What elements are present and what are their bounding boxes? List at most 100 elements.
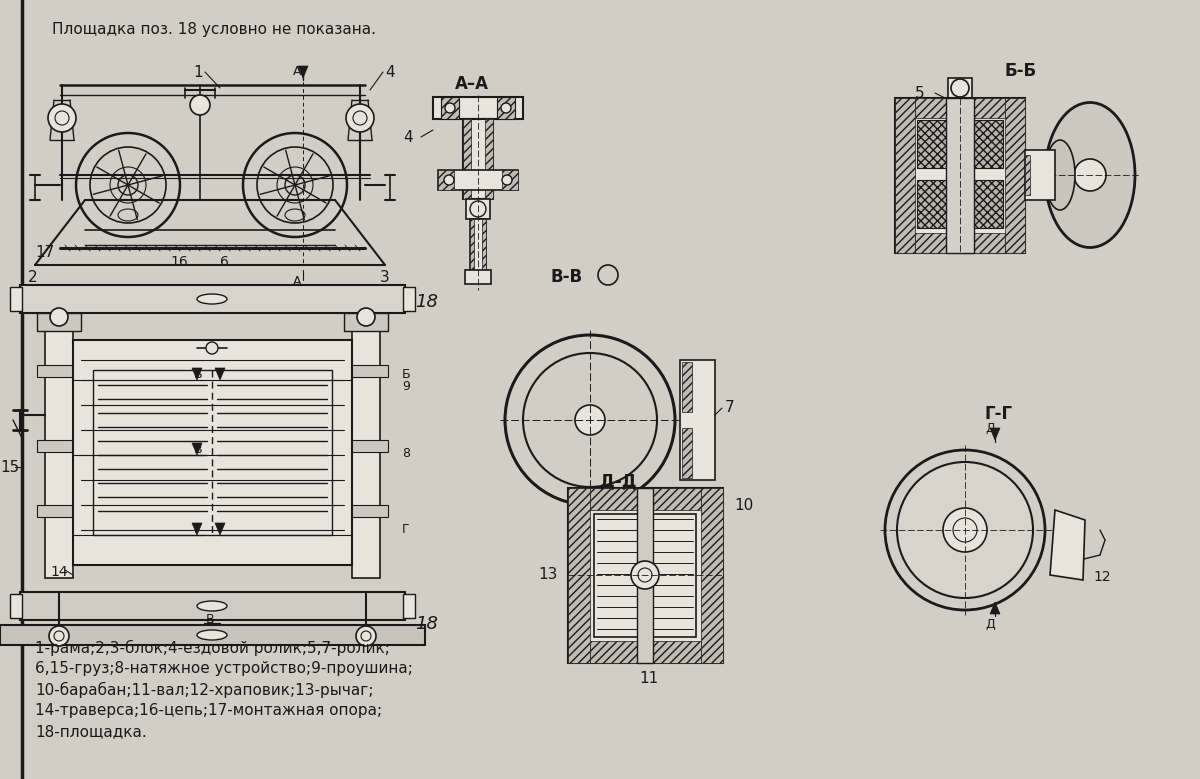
Polygon shape	[192, 368, 202, 380]
Bar	[682, 428, 692, 478]
Circle shape	[898, 462, 1033, 598]
Bar	[682, 362, 692, 412]
Text: Б: Б	[194, 368, 203, 381]
Bar	[1006, 98, 1025, 253]
Bar	[916, 233, 1006, 253]
Bar	[344, 365, 388, 377]
Text: 12: 12	[1093, 570, 1111, 584]
Bar	[502, 170, 518, 190]
Circle shape	[502, 103, 511, 113]
Bar	[895, 98, 1025, 253]
Text: Б: Б	[402, 368, 410, 381]
Text: 6: 6	[220, 255, 229, 269]
Bar	[37, 313, 82, 331]
Text: Г-Г: Г-Г	[985, 405, 1013, 423]
Text: 3: 3	[380, 270, 390, 285]
Bar	[917, 180, 955, 228]
Polygon shape	[1050, 510, 1085, 580]
Text: 9: 9	[402, 380, 410, 393]
Text: Д: Д	[985, 422, 995, 435]
Bar	[46, 313, 73, 578]
Bar	[37, 440, 82, 452]
Bar	[701, 488, 722, 663]
Bar	[637, 488, 653, 663]
Text: 11: 11	[640, 671, 659, 686]
Text: 8: 8	[402, 447, 410, 460]
Circle shape	[1074, 159, 1106, 191]
Bar	[497, 97, 515, 119]
Bar	[470, 219, 486, 274]
Polygon shape	[990, 428, 1000, 440]
Text: 4: 4	[403, 130, 413, 145]
Bar	[466, 270, 491, 284]
Bar	[965, 120, 1003, 168]
Text: В: В	[206, 613, 215, 626]
Bar	[20, 592, 406, 620]
Bar	[0, 625, 425, 645]
Bar	[438, 170, 454, 190]
Text: В-В: В-В	[550, 268, 582, 286]
Bar	[463, 119, 493, 199]
Polygon shape	[298, 66, 308, 78]
Bar	[10, 287, 22, 311]
Bar	[344, 313, 388, 331]
Circle shape	[631, 561, 659, 589]
Text: А–А: А–А	[455, 75, 490, 93]
Text: 14: 14	[50, 565, 67, 579]
Text: Д-Д: Д-Д	[600, 472, 637, 490]
Text: 1: 1	[193, 65, 203, 80]
Circle shape	[445, 103, 455, 113]
Bar	[463, 119, 470, 199]
Text: 10: 10	[734, 498, 754, 513]
Bar	[442, 97, 458, 119]
Ellipse shape	[197, 601, 227, 611]
Bar	[37, 505, 82, 517]
Polygon shape	[215, 523, 226, 535]
Text: 5: 5	[916, 86, 925, 101]
Circle shape	[575, 405, 605, 435]
Text: 18: 18	[415, 615, 438, 633]
Text: 14-траверса;16-цепь;17-монтажная опора;: 14-траверса;16-цепь;17-монтажная опора;	[35, 703, 382, 718]
Bar	[344, 505, 388, 517]
Circle shape	[206, 342, 218, 354]
Ellipse shape	[1045, 103, 1135, 248]
Text: 4: 4	[385, 65, 395, 80]
Polygon shape	[215, 368, 226, 380]
Bar	[438, 170, 518, 190]
Bar	[1025, 150, 1055, 200]
Text: 18: 18	[415, 293, 438, 311]
Circle shape	[190, 95, 210, 115]
Circle shape	[952, 79, 970, 97]
Bar	[344, 440, 388, 452]
Ellipse shape	[197, 294, 227, 304]
Text: Г: Г	[402, 523, 409, 536]
Polygon shape	[192, 523, 202, 535]
Text: 16: 16	[170, 255, 187, 269]
Bar	[590, 488, 701, 510]
Bar	[433, 97, 523, 119]
Bar	[10, 594, 22, 618]
Circle shape	[356, 626, 376, 646]
Text: 1-рама;2,3-блок;4-ездовой ролик;5,7-ролик;: 1-рама;2,3-блок;4-ездовой ролик;5,7-роли…	[35, 640, 390, 656]
Bar	[590, 641, 701, 663]
Bar	[917, 120, 955, 168]
Bar	[594, 514, 640, 637]
Text: 7: 7	[725, 400, 734, 415]
Text: В: В	[194, 443, 203, 456]
Text: Д: Д	[985, 618, 995, 631]
Text: 6,15-груз;8-натяжное устройство;9-проушина;: 6,15-груз;8-натяжное устройство;9-проуши…	[35, 661, 413, 676]
Bar	[650, 514, 696, 637]
Bar	[37, 365, 82, 377]
Circle shape	[48, 104, 76, 132]
Text: 15: 15	[0, 460, 19, 475]
Circle shape	[49, 626, 70, 646]
Text: 2: 2	[28, 270, 37, 285]
Bar	[403, 594, 415, 618]
Bar	[482, 219, 486, 274]
Text: 13: 13	[538, 567, 557, 582]
Bar	[1025, 155, 1030, 195]
Bar	[948, 78, 972, 98]
Text: А: А	[293, 275, 301, 288]
Circle shape	[346, 104, 374, 132]
Bar	[470, 219, 474, 274]
